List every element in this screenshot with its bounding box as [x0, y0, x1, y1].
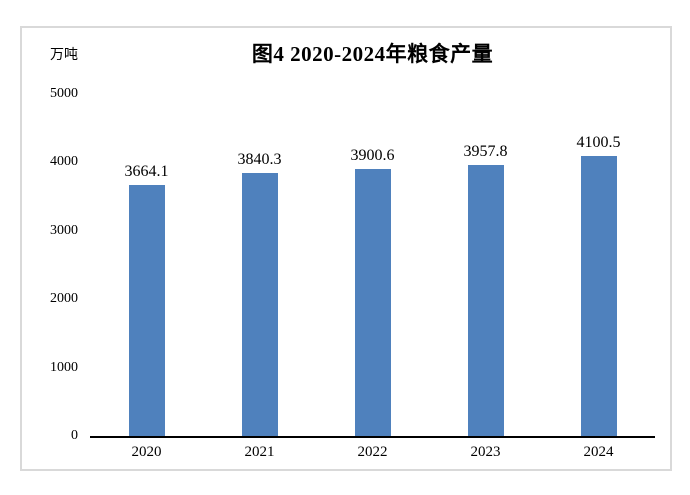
y-axis-unit-label: 万吨 — [50, 48, 78, 63]
y-tick-label: 1000 — [50, 359, 78, 375]
bar — [241, 173, 278, 436]
y-tick-label: 2000 — [50, 291, 78, 307]
bar-value-label: 4100.5 — [576, 133, 621, 151]
y-axis-tick-labels: 0 1000 2000 3000 4000 5000 — [22, 87, 78, 443]
bar-cell: 3664.1 — [90, 94, 203, 436]
bar-value-label: 3840.3 — [237, 151, 282, 169]
x-tick-label: 2020 — [131, 444, 162, 460]
bar — [467, 165, 504, 436]
x-tick-label: 2023 — [470, 444, 501, 460]
bars-container: 3664.1 3840.3 3900.6 3957.8 4100.5 — [90, 94, 655, 436]
bar-cell: 4100.5 — [542, 94, 655, 436]
bar — [354, 169, 391, 436]
bar-cell: 3900.6 — [316, 94, 429, 436]
bar-cell: 3840.3 — [203, 94, 316, 436]
bar-value-label: 3664.1 — [124, 163, 169, 181]
x-tick-label: 2021 — [244, 444, 275, 460]
y-tick-label: 0 — [71, 428, 78, 443]
y-tick-label: 4000 — [50, 154, 78, 170]
y-tick-label: 5000 — [50, 86, 78, 101]
bar-cell: 3957.8 — [429, 94, 542, 436]
bar-value-label: 3900.6 — [350, 147, 395, 165]
bar — [128, 185, 165, 436]
bar-value-label: 3957.8 — [463, 143, 508, 161]
y-tick-label: 3000 — [50, 222, 78, 238]
chart-frame: 图4 2020-2024年粮食产量 万吨 0 1000 2000 3000 4000 50… — [20, 26, 672, 471]
x-tick-label: 2022 — [357, 444, 388, 460]
chart-title: 图4 2020-2024年粮食产量 — [251, 42, 494, 66]
bar — [580, 155, 617, 436]
plot-area: 3664.1 3840.3 3900.6 3957.8 4100.5 — [90, 94, 655, 438]
x-axis-labels: 2020 2021 2022 2023 2024 — [90, 444, 655, 461]
x-tick-label: 2024 — [583, 444, 614, 460]
